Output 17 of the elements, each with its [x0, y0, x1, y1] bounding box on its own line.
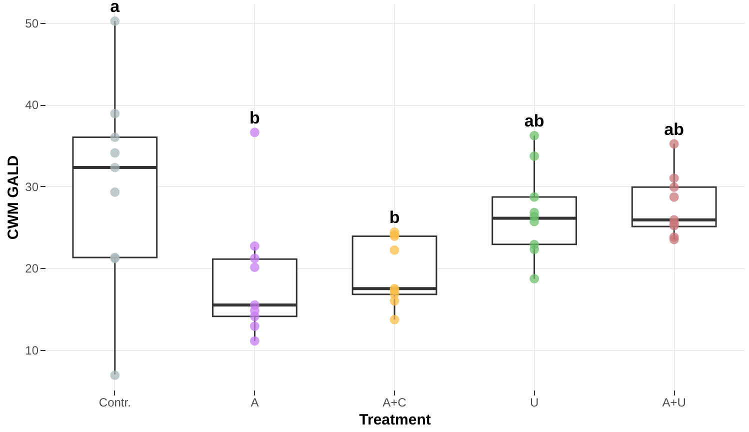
annotation: a — [110, 0, 120, 16]
y-tick-label: 10 — [25, 343, 39, 358]
x-tick-label: A+U — [662, 396, 686, 410]
y-axis-title: CWM GALD — [5, 155, 22, 240]
y-tick-label: 20 — [25, 262, 39, 276]
x-axis-title: Treatment — [359, 412, 431, 428]
x-tick-label: A+C — [382, 396, 407, 410]
annotation: b — [250, 108, 260, 128]
x-tick-label: Contr. — [98, 396, 131, 410]
x-tick-label: A — [250, 396, 259, 410]
annotation: b — [389, 208, 400, 228]
y-tick-label: 40 — [25, 98, 39, 112]
annotation: ab — [524, 112, 544, 131]
annotation: ab — [664, 120, 684, 139]
y-tick-label: 30 — [25, 180, 39, 194]
x-tick-label: U — [530, 396, 539, 410]
y-tick-label: 50 — [25, 16, 39, 30]
